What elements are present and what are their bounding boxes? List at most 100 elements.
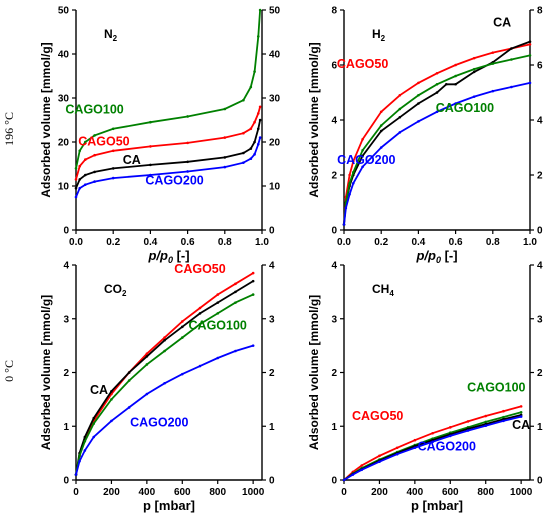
data-point [145, 352, 149, 355]
data-point [491, 62, 495, 65]
data-point [234, 301, 237, 304]
y-tick-label-right: 1 [537, 422, 543, 433]
data-point [216, 293, 220, 296]
data-point [361, 137, 364, 141]
data-point [84, 173, 87, 177]
data-point [127, 371, 131, 374]
data-point [92, 422, 96, 425]
data-point [431, 440, 434, 444]
data-point [93, 134, 96, 137]
data-point [528, 40, 532, 43]
y-tick-label-right: 3 [537, 314, 543, 325]
y-tick-label: 10 [58, 182, 70, 193]
data-point [216, 301, 220, 304]
data-point [256, 142, 260, 146]
data-point [398, 115, 402, 119]
series-label-cago50: CAGO50 [337, 57, 388, 71]
data-point [256, 127, 260, 131]
data-point [216, 356, 220, 360]
data-point [344, 206, 348, 210]
data-point [110, 390, 113, 393]
data-point [448, 426, 452, 429]
x-tick-label: 0.2 [374, 237, 388, 248]
data-point [417, 93, 420, 97]
gas-label: CO2 [104, 282, 127, 298]
y-tick-label: 50 [58, 6, 70, 17]
data-point [502, 419, 505, 423]
data-point [417, 81, 420, 85]
series-line-cago50 [343, 405, 522, 481]
y-tick-label-right: 0 [269, 476, 275, 487]
y-axis-label: Adsorbed volume [mmol/g] [39, 295, 53, 450]
x-tick-label: 0 [341, 487, 347, 498]
data-point [472, 95, 476, 98]
y-tick-label: 40 [58, 50, 70, 61]
data-point [111, 167, 115, 170]
x-tick-label: 0.0 [69, 237, 83, 248]
data-point [234, 282, 237, 286]
data-point [84, 158, 87, 161]
data-point [466, 429, 470, 432]
data-point [413, 446, 417, 450]
x-tick-label: 0.6 [181, 237, 195, 248]
data-point [163, 349, 166, 353]
data-point [93, 153, 96, 157]
row-label-bottom: 0 °C [2, 360, 16, 382]
data-point [92, 435, 96, 439]
data-point [83, 435, 87, 439]
data-point [149, 120, 152, 124]
data-point [351, 473, 355, 476]
x-tick-label: 0.4 [143, 237, 157, 248]
data-point [502, 409, 505, 413]
data-point [92, 416, 96, 420]
data-point [180, 336, 184, 339]
y-tick-label: 0 [63, 476, 69, 487]
data-point [510, 47, 513, 50]
x-axis-label: p/p0 [-] [147, 248, 189, 265]
data-point [352, 181, 355, 185]
chart-panel-2: 0.0 0.2 0.4 0.6 0.8 1.00 02 24 46 68 8p/p0 [-]Adso… [307, 6, 543, 266]
data-point [435, 110, 439, 114]
x-tick-label: 800 [209, 487, 226, 498]
series-label-cago200: CAGO200 [145, 174, 203, 188]
data-point [78, 186, 82, 190]
data-point [163, 336, 166, 339]
x-tick-label: 1.0 [523, 237, 537, 248]
data-point [379, 129, 383, 133]
y-tick-label-right: 50 [269, 6, 281, 17]
data-point [149, 173, 152, 177]
data-point [186, 170, 189, 173]
data-point [528, 54, 532, 57]
data-point [454, 82, 457, 86]
x-tick-label: 0.4 [411, 237, 425, 248]
data-point [378, 454, 381, 458]
data-point [149, 163, 152, 167]
y-tick-label: 2 [331, 368, 337, 379]
y-axis-label: Adsorbed volume [mmol/g] [307, 295, 321, 450]
data-point [198, 364, 202, 368]
y-tick-label-right: 8 [537, 6, 543, 17]
x-tick-label: 400 [407, 487, 424, 498]
data-point [234, 349, 237, 353]
data-point [510, 58, 513, 61]
y-tick-label: 0 [63, 226, 69, 237]
series-label-cago100: CAGO100 [436, 101, 494, 115]
x-tick-label: 600 [174, 487, 191, 498]
y-tick-label-right: 4 [537, 116, 543, 127]
data-point [258, 118, 262, 122]
series-label-cago200: CAGO200 [130, 415, 188, 429]
data-point [379, 124, 383, 127]
y-tick-label: 4 [331, 116, 337, 127]
data-point [78, 164, 82, 168]
data-point [83, 449, 87, 452]
x-tick-label: 0.0 [337, 237, 351, 248]
y-tick-label: 4 [63, 261, 69, 272]
data-point [445, 82, 448, 86]
data-point [256, 35, 260, 38]
data-point [84, 183, 87, 186]
data-point [145, 363, 149, 366]
series-label-ca: CA [90, 383, 108, 397]
